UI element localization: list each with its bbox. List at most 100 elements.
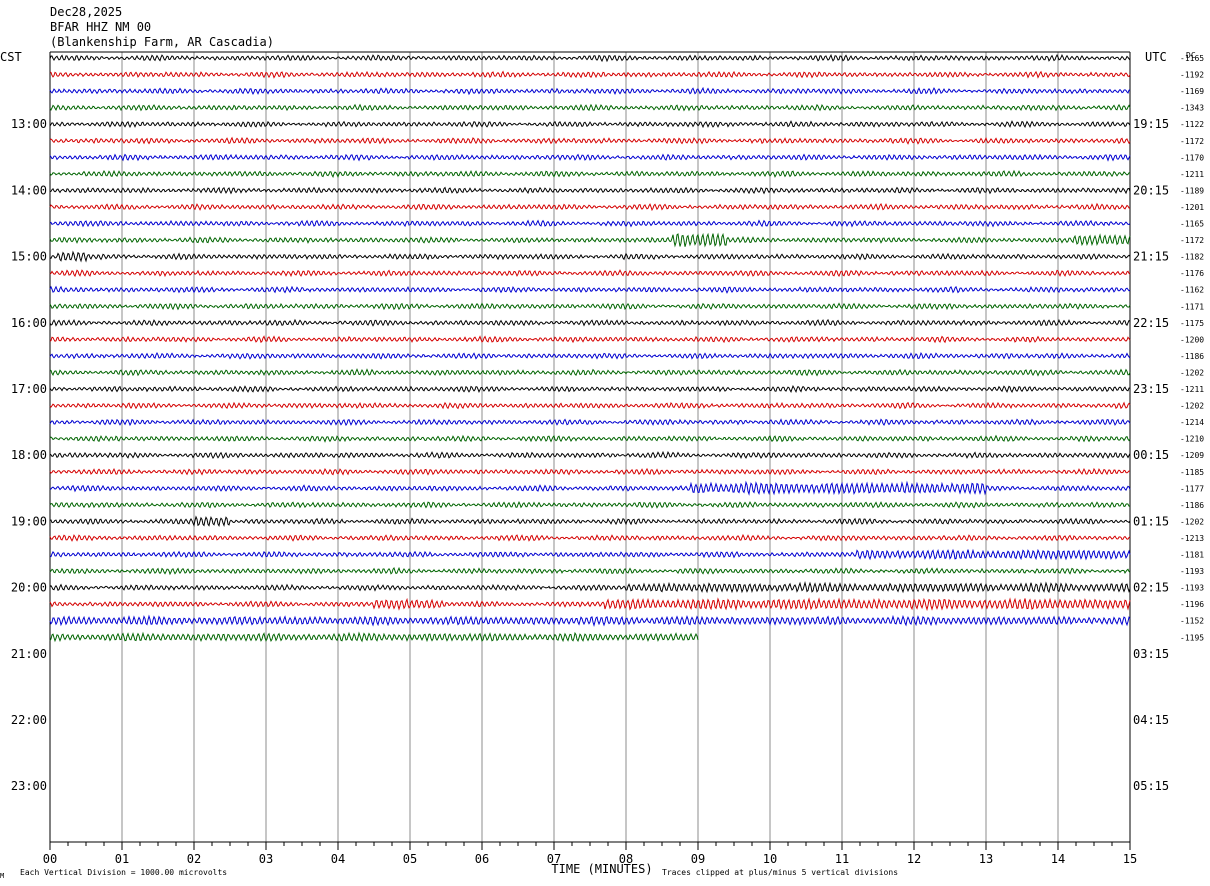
dc-offset-label: -1185 <box>1180 468 1204 477</box>
seismic-trace <box>49 467 1131 476</box>
seismic-trace <box>49 500 1131 509</box>
seismic-trace <box>49 335 1131 344</box>
seismic-trace <box>49 401 1131 410</box>
seismic-trace <box>49 70 1131 79</box>
station-code: BFAR HHZ NM 00 <box>50 20 151 34</box>
cst-hour-label: 18:00 <box>11 448 47 462</box>
dc-offset-label: -1210 <box>1180 435 1204 444</box>
cst-hour-label: 16:00 <box>11 316 47 330</box>
seismic-trace <box>49 269 1131 278</box>
cst-hour-label: 19:00 <box>11 514 47 528</box>
dc-offset-label: -1211 <box>1180 170 1204 179</box>
dc-offset-label: -1165 <box>1180 54 1204 63</box>
utc-hour-label: 00:15 <box>1133 448 1169 462</box>
dc-offset-label: -1171 <box>1180 302 1204 311</box>
utc-hour-label: 04:15 <box>1133 713 1169 727</box>
seismic-trace <box>49 250 1131 263</box>
seismic-trace <box>49 385 1131 394</box>
seismic-trace <box>49 418 1131 427</box>
cst-hour-label: 20:00 <box>11 581 47 595</box>
seismic-trace <box>49 548 1131 561</box>
seismic-trace <box>49 103 1131 112</box>
cst-hour-label: 17:00 <box>11 382 47 396</box>
x-tick-label: 07 <box>547 852 561 866</box>
seismic-trace <box>49 120 1131 129</box>
dc-offset-label: -1172 <box>1180 137 1204 146</box>
x-tick-label: 10 <box>763 852 777 866</box>
dc-offset-label: -1213 <box>1180 534 1204 543</box>
dc-offset-label: -1189 <box>1180 186 1204 195</box>
utc-hour-label: 21:15 <box>1133 250 1169 264</box>
dc-offset-label: -1211 <box>1180 385 1204 394</box>
utc-hour-label: 05:15 <box>1133 779 1169 793</box>
seismic-trace <box>49 351 1131 360</box>
dc-offset-label: -1181 <box>1180 551 1204 560</box>
cst-hour-label: 22:00 <box>11 713 47 727</box>
dc-offset-label: -1169 <box>1180 87 1204 96</box>
seismic-trace <box>49 434 1131 443</box>
seismic-trace <box>49 614 1131 628</box>
dc-offset-label: -1122 <box>1180 120 1204 129</box>
seismic-trace <box>49 368 1131 377</box>
x-axis-title: TIME (MINUTES) <box>551 862 652 876</box>
vertical-division-note: Each Vertical Division = 1000.00 microvo… <box>20 868 227 877</box>
dc-offset-header: DC <box>1186 51 1196 60</box>
seismic-trace <box>49 186 1131 195</box>
dc-offset-label: -1193 <box>1180 567 1204 576</box>
utc-hour-labels: 19:15 20:15 21:15 22:15 23:15 00:15 01:15 02:15… <box>1133 117 1169 793</box>
seismic-trace <box>49 86 1131 96</box>
dc-offset-label: -1209 <box>1180 451 1204 460</box>
left-timezone-label: CST <box>0 50 22 64</box>
x-tick-label: 14 <box>1051 852 1065 866</box>
utc-hour-label: 03:15 <box>1133 647 1169 661</box>
seismic-trace <box>49 597 1131 612</box>
seismic-trace <box>49 533 1131 542</box>
seismic-traces <box>49 53 1131 643</box>
seismic-trace <box>49 153 1131 162</box>
time-axis: 00 01 02 03 04 05 06 07 08 09 10 11 12 13 14 15 <box>43 841 1137 866</box>
plot-date: Dec28,2025 <box>50 5 122 19</box>
utc-hour-label: 20:15 <box>1133 183 1169 197</box>
dc-offset-labels: -1165 -1192 -1169 -1343 -1122 -1172 -1170 -1211… <box>1180 54 1204 642</box>
dc-offset-label: -1175 <box>1180 319 1204 328</box>
dc-offset-label: -1162 <box>1180 286 1204 295</box>
dc-offset-label: -1176 <box>1180 269 1204 278</box>
dc-offset-label: -1214 <box>1180 418 1204 427</box>
dc-offset-label: -1200 <box>1180 335 1204 344</box>
utc-hour-label: 01:15 <box>1133 514 1169 528</box>
dc-offset-label: -1172 <box>1180 236 1204 245</box>
minute-gridlines <box>49 51 1131 842</box>
clipping-note: Traces clipped at plus/minus 5 vertical … <box>662 868 898 877</box>
seismic-trace <box>49 53 1131 63</box>
x-tick-label: 05 <box>403 852 417 866</box>
dc-offset-label: -1177 <box>1180 484 1204 493</box>
cst-hour-label: 23:00 <box>11 779 47 793</box>
dc-offset-label: -1186 <box>1180 352 1204 361</box>
seismic-trace <box>49 318 1131 327</box>
utc-hour-label: 02:15 <box>1133 581 1169 595</box>
footer-mark: M <box>0 872 4 880</box>
x-tick-label: 15 <box>1123 852 1137 866</box>
cst-hour-label: 15:00 <box>11 250 47 264</box>
dc-offset-label: -1202 <box>1180 402 1204 411</box>
dc-offset-label: -1186 <box>1180 501 1204 510</box>
cst-hour-label: 14:00 <box>11 183 47 197</box>
dc-offset-label: -1170 <box>1180 153 1204 162</box>
station-location: (Blankenship Farm, AR Cascadia) <box>50 35 274 49</box>
dc-offset-label: -1343 <box>1180 104 1204 113</box>
x-tick-label: 08 <box>619 852 633 866</box>
x-tick-label: 00 <box>43 852 57 866</box>
dc-offset-label: -1202 <box>1180 368 1204 377</box>
seismic-trace <box>49 232 1131 248</box>
dc-offset-label: -1201 <box>1180 203 1204 212</box>
dc-offset-label: -1196 <box>1180 600 1204 609</box>
seismic-trace <box>49 219 1131 228</box>
dc-offset-label: -1193 <box>1180 584 1204 593</box>
dc-offset-label: -1202 <box>1180 517 1204 526</box>
dc-offset-label: -1152 <box>1180 617 1204 626</box>
cst-hour-label: 21:00 <box>11 647 47 661</box>
right-timezone-label: UTC <box>1145 50 1167 64</box>
x-tick-label: 12 <box>907 852 921 866</box>
x-tick-label: 09 <box>691 852 705 866</box>
